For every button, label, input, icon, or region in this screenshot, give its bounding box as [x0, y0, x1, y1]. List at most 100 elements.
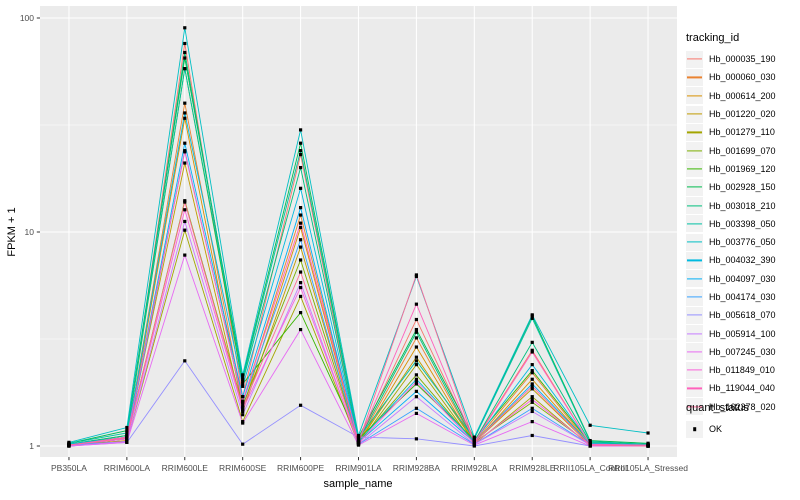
x-tick-label-RRIM928BA: RRIM928BA: [392, 463, 441, 473]
line-swatch-icon: [687, 186, 702, 188]
legend-item-label: Hb_004174_030: [709, 292, 776, 302]
data-point: [183, 208, 187, 212]
line-swatch-icon: [687, 406, 702, 408]
legend-item-Hb_004174_030: Hb_004174_030: [686, 288, 776, 306]
data-point: [183, 50, 187, 55]
data-point: [298, 238, 303, 242]
data-point: [183, 111, 187, 115]
data-point: [125, 429, 129, 433]
line-swatch-icon: [687, 259, 702, 261]
line-swatch-icon: [687, 369, 702, 371]
data-point: [298, 285, 303, 290]
legend-item-Hb_005914_100: Hb_005914_100: [686, 324, 776, 343]
legend-item-label: Hb_004097_030: [709, 273, 776, 284]
legend-item-Hb_011849_010: Hb_011849_010: [686, 361, 776, 379]
data-point: [414, 330, 419, 334]
data-point: [298, 294, 303, 299]
x-tick-label-RRIM928LE: RRIM928LE: [509, 463, 556, 473]
data-point: [530, 369, 534, 373]
legend-item-label: Hb_002928_150: [709, 182, 776, 193]
data-point: [183, 101, 187, 105]
data-point: [241, 382, 245, 386]
line-swatch-icon: [687, 150, 702, 152]
line-swatch-icon: [687, 333, 702, 335]
legend-item-Hb_003776_050: Hb_003776_050: [686, 233, 776, 251]
line-swatch-icon: [687, 223, 702, 225]
data-point: [298, 165, 303, 170]
data-point: [298, 225, 303, 230]
legend-item-label: Hb_005618_070: [709, 310, 776, 321]
data-point: [472, 443, 476, 447]
data-point: [414, 382, 419, 386]
x-tick-label-RRIM600LE: RRIM600LE: [161, 463, 208, 473]
data-point: [183, 161, 187, 165]
line-swatch-icon: [687, 76, 702, 79]
data-point: [183, 116, 187, 120]
data-point: [356, 433, 361, 438]
line-swatch-icon: [687, 387, 702, 390]
data-point: [67, 440, 71, 444]
legend-item-label: Hb_003776_050: [709, 237, 776, 248]
data-point: [298, 128, 303, 132]
data-point: [241, 373, 245, 377]
legend-key: [686, 251, 703, 269]
data-point: [414, 355, 419, 359]
data-point: [414, 273, 419, 277]
data-point: [588, 423, 592, 427]
legend-item-label: Hb_000035_190: [709, 54, 776, 65]
data-point: [414, 359, 419, 363]
data-point: [530, 400, 534, 404]
legend-key: [686, 270, 703, 288]
legend-item-Hb_004097_030: Hb_004097_030: [686, 270, 776, 288]
quant-status-legend-title: quant_status: [686, 402, 749, 414]
data-point: [183, 228, 187, 232]
data-point: [183, 150, 187, 154]
legend-item-label: Hb_003018_210: [709, 200, 776, 211]
legend-item-label: Hb_003398_050: [709, 218, 776, 229]
data-point: [414, 336, 419, 340]
y-axis-title: FPKM + 1: [6, 207, 18, 257]
data-point: [125, 436, 129, 440]
data-point: [530, 397, 534, 402]
legend-item-label: Hb_162378_020: [709, 401, 776, 412]
data-point: [125, 431, 129, 435]
legend-item-Hb_002928_150: Hb_002928_150: [686, 178, 776, 196]
legend-item-Hb_001279_110: Hb_001279_110: [686, 123, 776, 141]
data-point: [530, 363, 534, 367]
data-point: [414, 373, 419, 377]
square-point-icon: [692, 427, 697, 431]
data-point: [530, 350, 534, 354]
data-point: [414, 345, 419, 349]
data-point: [530, 420, 534, 424]
data-point: [530, 387, 534, 391]
line-swatch-icon: [687, 204, 702, 207]
data-point: [530, 340, 534, 344]
x-tick-label-RRII105LA_Control: RRII105LA_Control: [553, 463, 627, 473]
data-point: [183, 26, 187, 30]
data-point: [241, 399, 245, 403]
data-point: [414, 389, 419, 393]
data-point: [472, 437, 476, 441]
legend-item-label: Hb_001969_120: [709, 163, 776, 174]
data-point: [646, 431, 650, 435]
data-point: [414, 363, 419, 367]
data-point: [530, 382, 534, 386]
data-point: [125, 433, 129, 438]
line-swatch-icon: [687, 241, 702, 243]
quant-status-legend: quant_status OK: [686, 402, 749, 438]
legend-item-label: Hb_004032_390: [709, 255, 776, 266]
x-tick-label-RRIM600PE: RRIM600PE: [276, 463, 325, 473]
legend-key: [686, 50, 703, 68]
legend-key: [686, 288, 703, 306]
data-point: [530, 316, 534, 320]
legend-item-label: Hb_000060_030: [709, 72, 776, 83]
legend-item-ok: OK: [686, 420, 749, 438]
data-point: [356, 435, 361, 439]
data-point: [298, 270, 303, 274]
legend-key: [686, 197, 703, 215]
legend-item-Hb_005618_070: Hb_005618_070: [686, 306, 776, 324]
legend-key: [686, 420, 703, 438]
line-swatch-icon: [687, 113, 702, 115]
legend-item-Hb_007245_030: Hb_007245_030: [686, 343, 776, 361]
